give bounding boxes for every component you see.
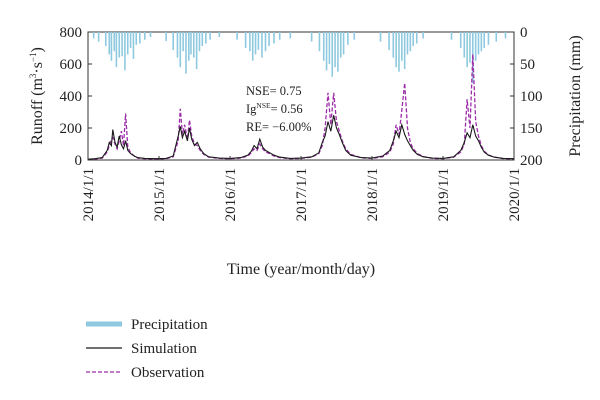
right-y-tick-label: 100: [520, 89, 543, 105]
legend-label-observation: Observation: [131, 365, 205, 381]
x-tick-label: 2017/1/1: [294, 168, 310, 221]
simulation-line: [87, 115, 515, 160]
right-y-tick-label: 200: [520, 153, 543, 169]
legend-item-simulation: Simulation: [86, 341, 197, 357]
legend-label-simulation: Simulation: [131, 341, 197, 357]
x-tick-label: 2015/1/1: [152, 168, 168, 221]
right-y-axis-ticks: 0 50 100 150 200: [510, 25, 543, 169]
right-y-tick-label: 150: [520, 121, 543, 137]
legend-label-precipitation: Precipitation: [131, 317, 208, 333]
left-y-tick-label: 0: [75, 153, 83, 169]
x-tick-label: 2018/1/1: [365, 168, 381, 221]
right-y-axis-label: Precipitation (mm): [567, 35, 584, 156]
legend-item-observation: Observation: [86, 365, 205, 381]
x-axis-ticks: 2014/1/1 2015/1/1 2016/1/1 2017/1/1 2018/1/1…: [81, 156, 523, 221]
x-tick-label: 2016/1/1: [223, 168, 239, 221]
left-y-tick-label: 200: [60, 121, 83, 137]
precipitation-series: [92, 32, 507, 84]
legend: Precipitation Simulation Observation: [86, 317, 208, 381]
x-tick-label: 2014/1/1: [81, 168, 97, 221]
nse-annotation: NSE= 0.75: [246, 84, 302, 98]
right-y-tick-label: 50: [520, 57, 535, 73]
ig-annotation: IgNSE= 0.56: [246, 101, 303, 116]
left-y-tick-label: 800: [60, 25, 83, 41]
left-y-axis-label: Runoff (m3·s−1): [28, 47, 46, 145]
left-y-tick-label: 600: [60, 57, 83, 73]
x-axis-label: Time (year/month/day): [227, 261, 375, 278]
re-annotation: RE= −6.00%: [246, 120, 312, 134]
left-y-tick-label: 400: [60, 89, 83, 105]
x-tick-label: 2020/1/1: [507, 168, 523, 221]
legend-item-precipitation: Precipitation: [86, 317, 208, 333]
right-y-tick-label: 0: [520, 25, 528, 41]
left-y-axis-ticks: 0 200 400 600 800: [60, 25, 92, 169]
x-tick-label: 2019/1/1: [436, 168, 452, 221]
